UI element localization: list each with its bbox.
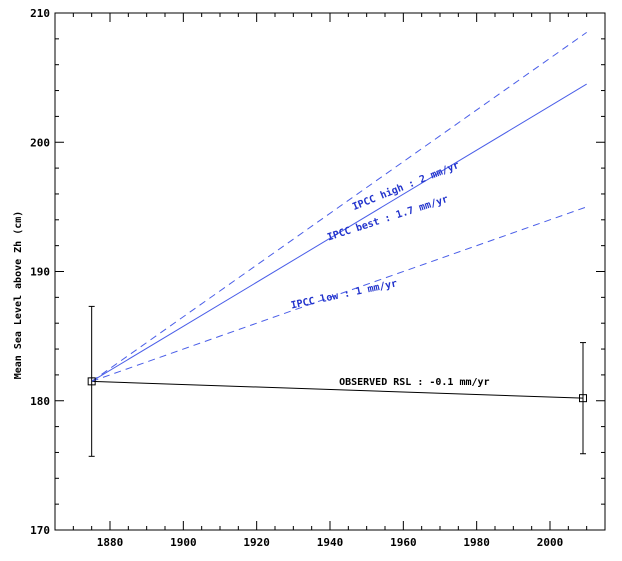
- series-line-low: [91, 206, 587, 382]
- tick-labels: 1880 1900 1920 1940 1960 1980 2000 170 180 190 200…: [30, 7, 563, 549]
- error-bars: [87, 305, 587, 457]
- plot-frame: [54, 12, 606, 531]
- x-tick-label: 2000: [537, 536, 564, 549]
- series-line-best: [91, 83, 587, 382]
- y-tick-label: 190: [30, 266, 50, 279]
- x-tick-label: 1880: [97, 536, 124, 549]
- y-tick-label: 180: [30, 395, 50, 408]
- data-point-marker: [87, 377, 96, 386]
- series-line-high: [91, 31, 587, 382]
- y-tick-label: 210: [30, 7, 50, 20]
- x-tick-label: 1940: [317, 536, 344, 549]
- x-tick-label: 1920: [243, 536, 270, 549]
- annotation-low: IPCC low : 1 mm/yr: [290, 278, 398, 311]
- data-point-marker: [579, 394, 587, 403]
- annotation-observed: OBSERVED RSL : -0.1 mm/yr: [339, 377, 490, 388]
- x-tick-label: 1960: [390, 536, 417, 549]
- series-lines: [91, 31, 587, 399]
- axis-ticks: [55, 12, 605, 531]
- y-axis-label: Mean Sea Level above Zh (cm): [13, 211, 24, 380]
- x-tick-label: 1900: [170, 536, 197, 549]
- y-tick-label: 170: [30, 524, 50, 537]
- plot-border: [54, 12, 606, 531]
- y-tick-label: 200: [30, 136, 50, 149]
- series-line-observed: [91, 380, 584, 399]
- x-tick-label: 1980: [463, 536, 490, 549]
- annotation-best: IPCC best : 1.7 mm/yr: [326, 194, 450, 244]
